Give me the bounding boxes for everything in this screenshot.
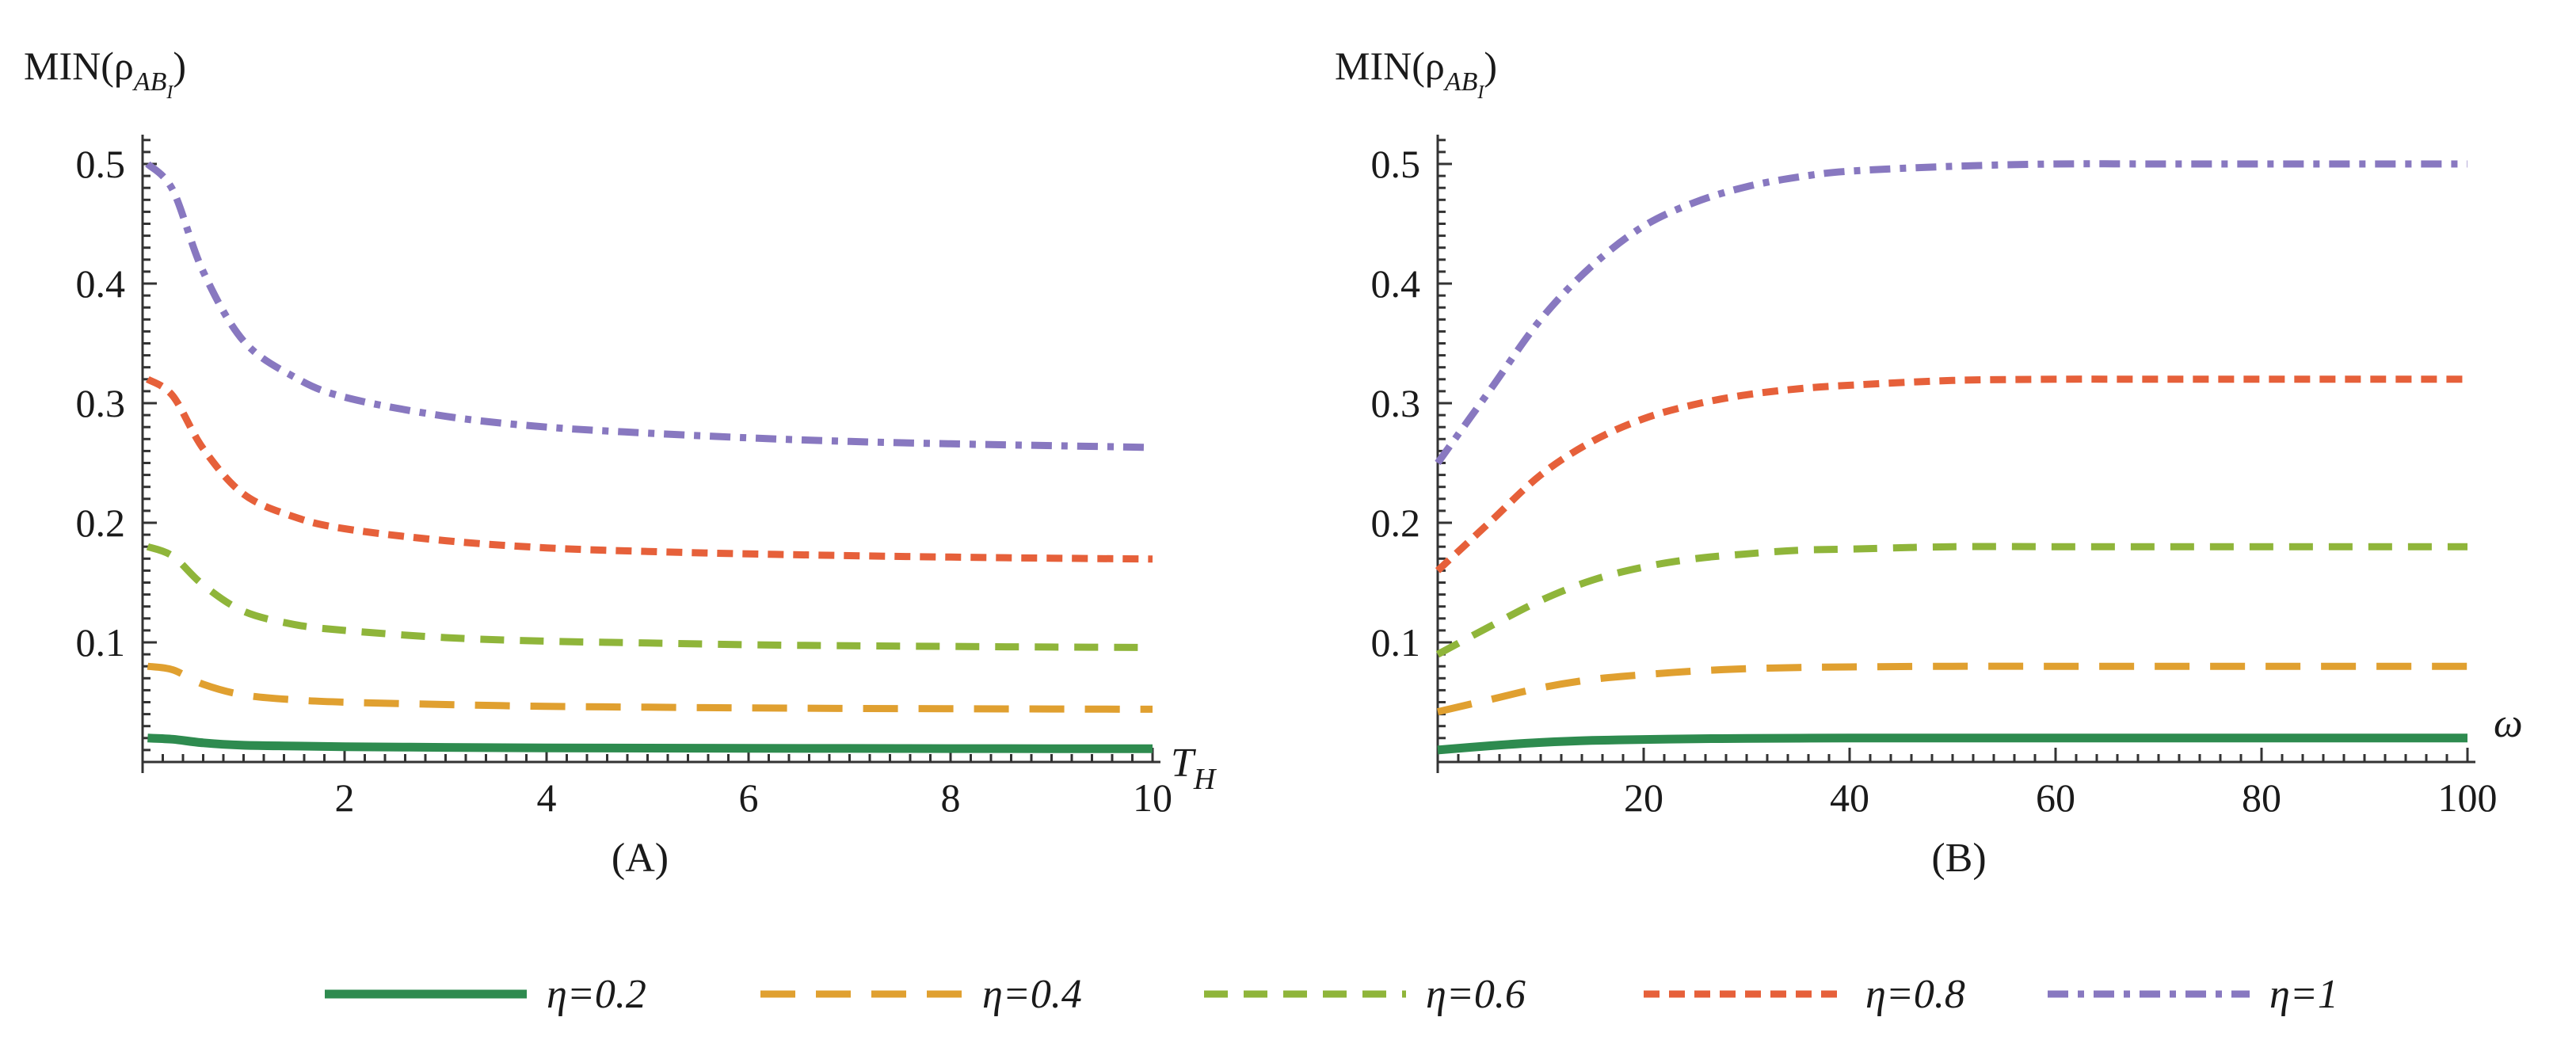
x-tick-label: 40 bbox=[1830, 775, 1869, 820]
series-line bbox=[1436, 662, 2467, 715]
panel-label: (B) bbox=[1931, 836, 1986, 881]
series-line bbox=[1437, 733, 2467, 755]
x-tick-label: 100 bbox=[2438, 775, 2498, 820]
legend-label: η=1 bbox=[2269, 972, 2338, 1017]
legend-label: η=0.8 bbox=[1865, 972, 1965, 1017]
x-tick-label: 6 bbox=[739, 775, 759, 820]
x-tick-label: 8 bbox=[941, 775, 961, 820]
y-tick-label: 0.2 bbox=[76, 501, 126, 545]
y-tick-label: 0.4 bbox=[76, 261, 126, 306]
legend-label: η=0.4 bbox=[982, 972, 1082, 1017]
series-line bbox=[147, 733, 1153, 753]
panel-b-chart: 20 40 60 80 100 0.1 0.2 0.3 0.4 0.5 MIN(ρABI) ω (B) bbox=[1335, 44, 2523, 881]
series-line bbox=[145, 161, 1153, 451]
x-axis-title: ω bbox=[2494, 701, 2523, 746]
series-line bbox=[1435, 160, 2467, 466]
x-axis-title: TH bbox=[1171, 741, 1218, 796]
x-tick-label: 80 bbox=[2242, 775, 2281, 820]
y-tick-label: 0.2 bbox=[1371, 501, 1421, 545]
y-tick-label: 0.1 bbox=[76, 620, 126, 665]
x-tick-label: 2 bbox=[335, 775, 355, 820]
y-tick-label: 0.3 bbox=[76, 381, 126, 425]
y-tick-label: 0.5 bbox=[1371, 142, 1421, 186]
x-tick-label: 10 bbox=[1133, 775, 1172, 820]
y-tick-label: 0.3 bbox=[1371, 381, 1421, 425]
series-line bbox=[145, 375, 1153, 563]
y-axis-title: MIN(ρABI) bbox=[1335, 44, 1497, 103]
x-tick-label: 20 bbox=[1624, 775, 1663, 820]
panel-a-chart: 2 4 6 8 10 0.1 0.2 0.3 0.4 0.5 MIN(ρABI) TH (A) bbox=[24, 44, 1218, 881]
y-axis-title: MIN(ρABI) bbox=[24, 44, 186, 103]
series-line bbox=[1435, 375, 2467, 573]
legend-label: η=0.2 bbox=[547, 972, 646, 1017]
legend-label: η=0.6 bbox=[1426, 972, 1526, 1017]
series-line bbox=[1435, 543, 2467, 658]
panel-label: (A) bbox=[612, 836, 669, 881]
x-tick-label: 60 bbox=[2036, 775, 2075, 820]
x-tick-label: 4 bbox=[537, 775, 557, 820]
y-tick-label: 0.4 bbox=[1371, 261, 1421, 306]
series-line bbox=[147, 662, 1153, 713]
y-tick-label: 0.5 bbox=[76, 142, 126, 186]
legend: η=0.2 η=0.4 η=0.6 η=0.8 η=1 bbox=[325, 972, 2338, 1017]
y-tick-label: 0.1 bbox=[1371, 620, 1421, 665]
series-line bbox=[146, 543, 1153, 651]
